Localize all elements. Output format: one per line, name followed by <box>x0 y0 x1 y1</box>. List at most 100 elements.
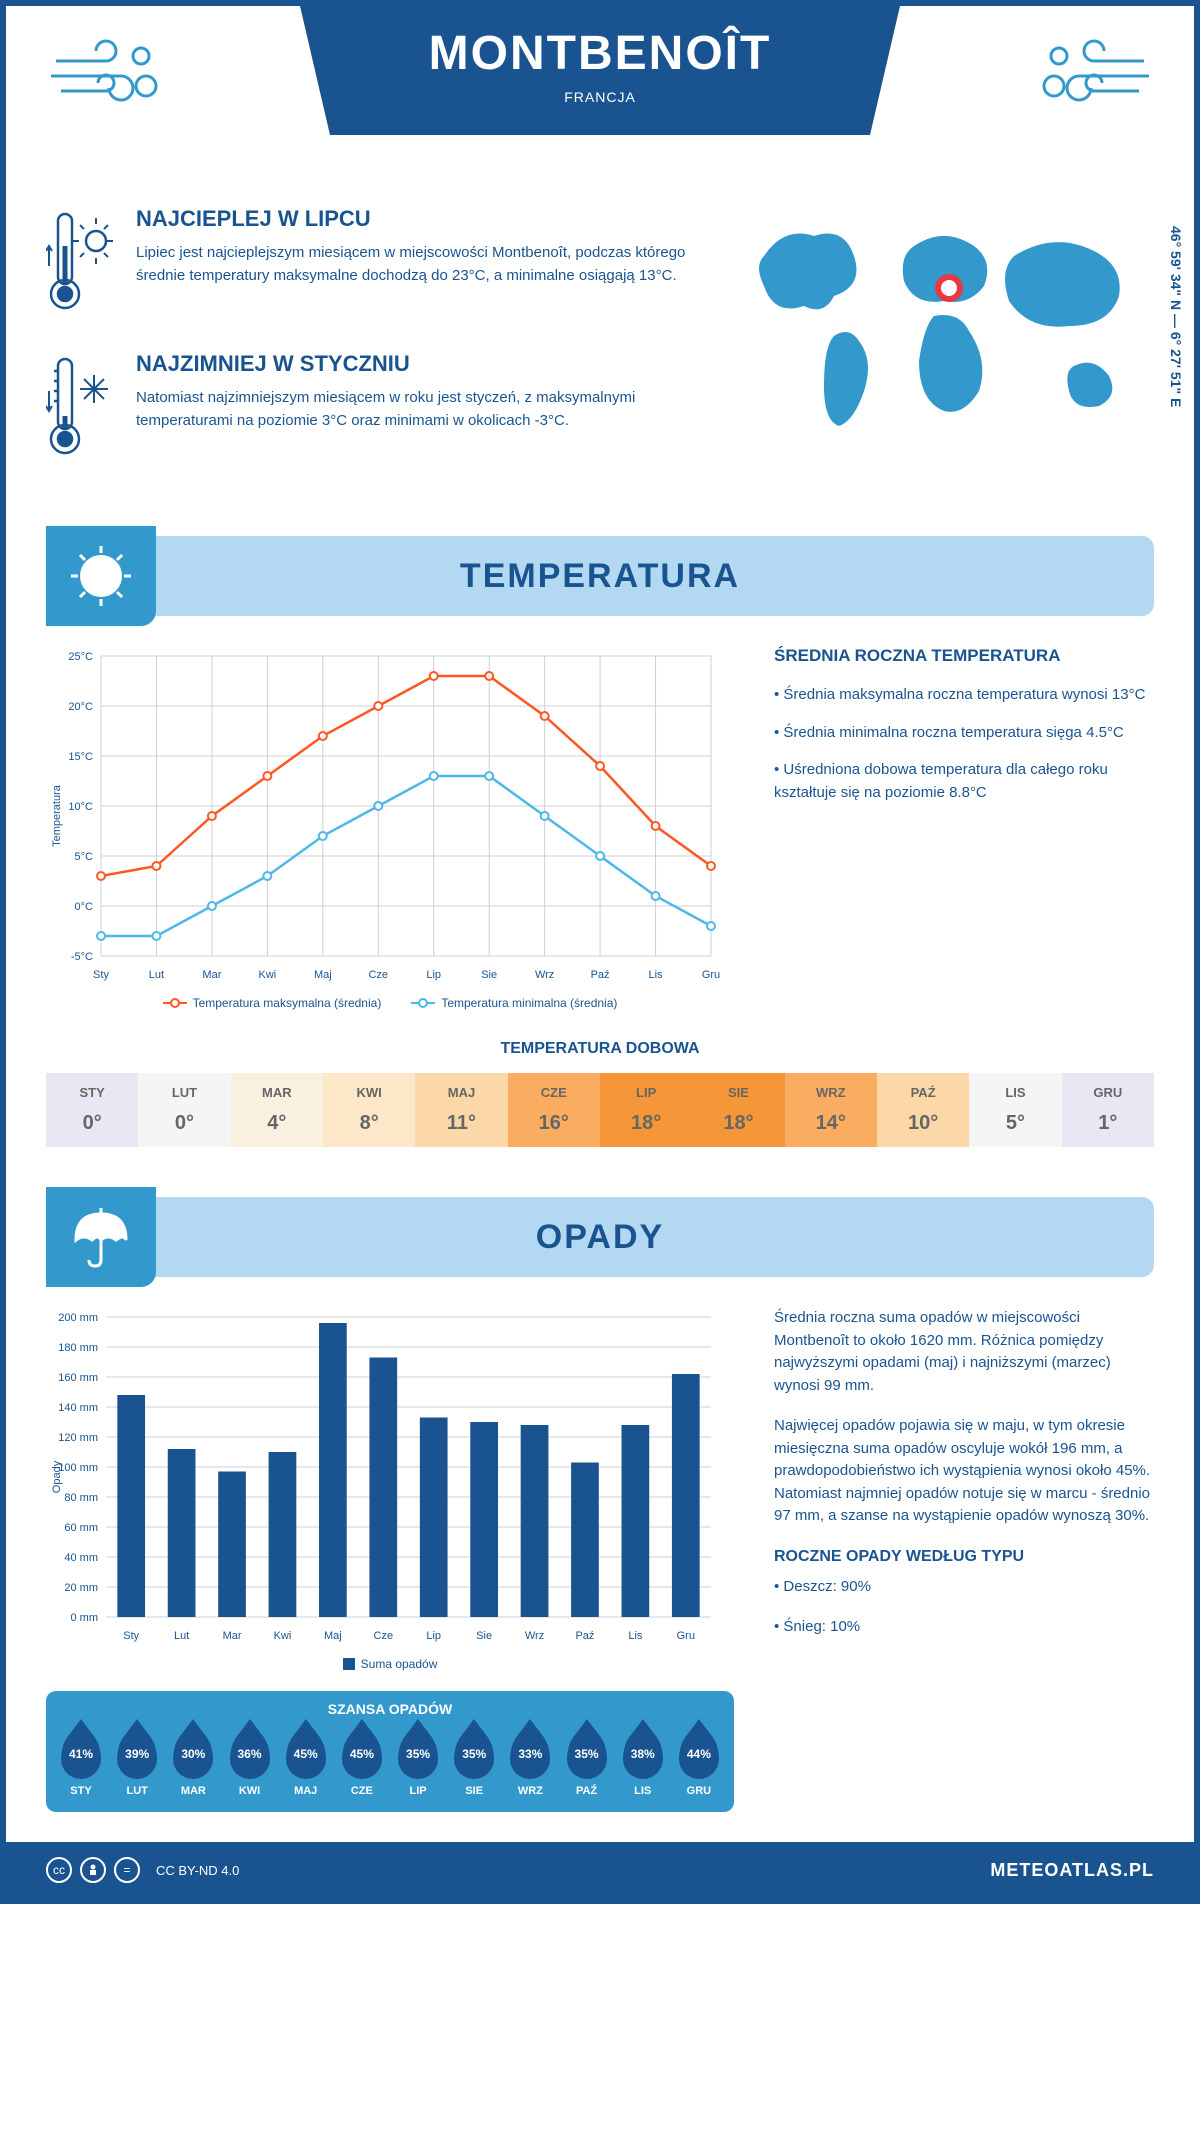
by-icon <box>80 1857 106 1883</box>
svg-text:100 mm: 100 mm <box>58 1462 98 1474</box>
rain-drop-item: 41% STY <box>61 1729 101 1797</box>
footer: cc = CC BY-ND 4.0 METEOATLAS.PL <box>6 1842 1194 1898</box>
daily-temp-cell: PAŹ 10° <box>877 1073 969 1147</box>
rain-drop-month: LIS <box>623 1785 663 1797</box>
rain-drop-month: STY <box>61 1785 101 1797</box>
temperature-chart: -5°C0°C5°C10°C15°C20°C25°CStyLutMarKwiMa… <box>46 646 734 1010</box>
svg-text:200 mm: 200 mm <box>58 1312 98 1324</box>
svg-text:10°C: 10°C <box>68 801 93 813</box>
legend-max: Temperatura maksymalna (średnia) <box>163 996 382 1010</box>
warmest-desc: Lipiec jest najcieplejszym miesiącem w m… <box>136 242 694 287</box>
nd-icon: = <box>114 1857 140 1883</box>
svg-text:Mar: Mar <box>223 1630 242 1642</box>
daily-temp-cell: SIE18° <box>692 1073 784 1147</box>
daily-value: 8° <box>327 1112 411 1135</box>
rain-drop-icon: 35% <box>454 1729 494 1779</box>
svg-text:0°C: 0°C <box>75 901 94 913</box>
temp-stats-title: ŚREDNIA ROCZNA TEMPERATURA <box>774 646 1154 666</box>
daily-value: 0° <box>142 1112 226 1135</box>
temperature-content: -5°C0°C5°C10°C15°C20°C25°CStyLutMarKwiMa… <box>46 646 1154 1010</box>
wind-icon <box>46 36 166 121</box>
rain-chance-panel: SZANSA OPADÓW 41%STY39%LUT30%MAR36%KWI45… <box>46 1691 734 1812</box>
daily-temp-cell: CZE 16° <box>508 1073 600 1147</box>
svg-text:Cze: Cze <box>374 1630 394 1642</box>
rain-drop-month: MAJ <box>286 1785 326 1797</box>
legend-precip-label: Suma opadów <box>361 1657 438 1671</box>
temp-stat-item: • Średnia maksymalna roczna temperatura … <box>774 684 1154 707</box>
daily-temp-table: STY0°LUT0°MAR4°KWI8°MAJ11°CZE16°LIP18°SI… <box>46 1073 1154 1147</box>
warmest-title: NAJCIEPLEJ W LIPCU <box>136 206 694 232</box>
summary-section: NAJCIEPLEJ W LIPCU Lipiec jest najcieple… <box>46 206 1154 496</box>
rain-drop-month: CZE <box>342 1785 382 1797</box>
temp-stat-item: • Uśredniona dobowa temperatura dla całe… <box>774 759 1154 804</box>
daily-value: 16° <box>512 1112 596 1135</box>
rain-drop-item: 45% CZE <box>342 1729 382 1797</box>
coldest-summary: NAJZIMNIEJ W STYCZNIU Natomiast najzimni… <box>46 351 694 466</box>
svg-text:Sie: Sie <box>476 1630 492 1642</box>
location-title: MONTBENOÎT <box>340 26 860 81</box>
rain-drop-icon: 35% <box>567 1729 607 1779</box>
coldest-desc: Natomiast najzimniejszym miesiącem w rok… <box>136 387 694 432</box>
legend-min-label: Temperatura minimalna (średnia) <box>441 996 617 1010</box>
rain-drop-item: 36%KWI <box>230 1729 270 1797</box>
daily-value: 0° <box>50 1112 134 1135</box>
precipitation-chart: 0 mm20 mm40 mm60 mm80 mm100 mm120 mm140 … <box>46 1307 726 1647</box>
svg-text:Maj: Maj <box>324 1630 342 1642</box>
svg-text:Wrz: Wrz <box>535 969 554 981</box>
rain-drop-icon: 35% <box>398 1729 438 1779</box>
svg-text:20°C: 20°C <box>68 701 93 713</box>
daily-month: STY <box>50 1085 134 1100</box>
svg-text:Opady: Opady <box>51 1460 63 1493</box>
rain-drop-icon: 39% <box>117 1729 157 1779</box>
svg-text:Sie: Sie <box>481 969 497 981</box>
precip-p2: Najwięcej opadów pojawia się w maju, w t… <box>774 1415 1154 1528</box>
daily-value: 14° <box>789 1112 873 1135</box>
rain-drop-item: 30%MAR <box>173 1729 213 1797</box>
warmest-summary: NAJCIEPLEJ W LIPCU Lipiec jest najcieple… <box>46 206 694 321</box>
warmest-text: NAJCIEPLEJ W LIPCU Lipiec jest najcieple… <box>136 206 694 321</box>
daily-month: MAJ <box>419 1085 503 1100</box>
svg-text:Gru: Gru <box>702 969 720 981</box>
wind-icon <box>1034 36 1154 121</box>
svg-text:0 mm: 0 mm <box>71 1612 99 1624</box>
daily-temp-cell: LUT0° <box>138 1073 230 1147</box>
svg-text:Lis: Lis <box>628 1630 643 1642</box>
coldest-text: NAJZIMNIEJ W STYCZNIU Natomiast najzimni… <box>136 351 694 466</box>
daily-value: 11° <box>419 1112 503 1135</box>
daily-month: PAŹ <box>881 1085 965 1100</box>
rain-drop-item: 38%LIS <box>623 1729 663 1797</box>
rain-drop-month: WRZ <box>510 1785 550 1797</box>
daily-temp-cell: LIP18° <box>600 1073 692 1147</box>
svg-text:Lip: Lip <box>426 1630 441 1642</box>
license-block: cc = CC BY-ND 4.0 <box>46 1857 239 1883</box>
rain-drop-item: 45%MAJ <box>286 1729 326 1797</box>
daily-month: CZE <box>512 1085 596 1100</box>
coldest-title: NAJZIMNIEJ W STYCZNIU <box>136 351 694 377</box>
rain-drop-icon: 45% <box>342 1729 382 1779</box>
daily-temp-cell: MAJ 11° <box>415 1073 507 1147</box>
sun-icon <box>46 526 156 626</box>
daily-month: MAR <box>235 1085 319 1100</box>
footer-brand: METEOATLAS.PL <box>990 1860 1154 1881</box>
precip-p1: Średnia roczna suma opadów w miejscowośc… <box>774 1307 1154 1397</box>
temperature-legend: Temperatura maksymalna (średnia) Tempera… <box>46 996 734 1010</box>
world-map-icon <box>734 206 1154 446</box>
svg-text:Paź: Paź <box>575 1630 594 1642</box>
daily-month: KWI <box>327 1085 411 1100</box>
daily-value: 1° <box>1066 1112 1150 1135</box>
rain-drop-month: SIE <box>454 1785 494 1797</box>
svg-text:80 mm: 80 mm <box>64 1492 98 1504</box>
temp-stat-item: • Średnia minimalna roczna temperatura s… <box>774 722 1154 745</box>
svg-text:140 mm: 140 mm <box>58 1402 98 1414</box>
rain-drop-icon: 41% <box>61 1729 101 1779</box>
svg-text:Gru: Gru <box>677 1630 695 1642</box>
daily-month: SIE <box>696 1085 780 1100</box>
rain-drop-month: PAŹ <box>567 1785 607 1797</box>
svg-text:Wrz: Wrz <box>525 1630 544 1642</box>
header: MONTBENOÎT FRANCJA <box>46 6 1154 186</box>
daily-value: 10° <box>881 1112 965 1135</box>
rain-drop-month: GRU <box>679 1785 719 1797</box>
umbrella-icon <box>46 1187 156 1287</box>
svg-text:Cze: Cze <box>368 969 388 981</box>
svg-text:160 mm: 160 mm <box>58 1372 98 1384</box>
